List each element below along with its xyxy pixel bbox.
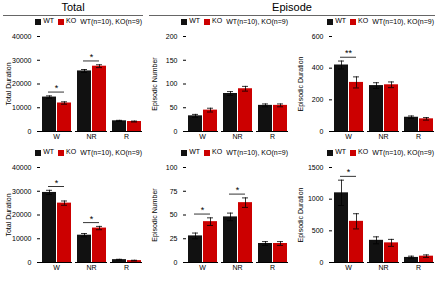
svg-text:0: 0 <box>320 128 324 135</box>
svg-text:W: W <box>53 264 60 271</box>
html-text:WT: WT <box>43 148 54 156</box>
svg-text:*: * <box>90 52 94 62</box>
svg-text:500: 500 <box>312 227 324 234</box>
svg-text:Total Duration: Total Duration <box>5 62 12 105</box>
svg-text:Episodic Duration: Episodic Duration <box>297 56 305 111</box>
svg-text:1500: 1500 <box>308 164 324 171</box>
html-text:WT(n=10), KO(n=9): WT(n=10), KO(n=9) <box>80 17 142 25</box>
html-text:KO: KO <box>358 17 369 25</box>
svg-text:200: 200 <box>166 33 178 40</box>
svg-text:100: 100 <box>166 164 178 171</box>
svg-text:R: R <box>270 133 275 140</box>
html-text:KO: KO <box>212 148 223 156</box>
svg-text:20000: 20000 <box>12 80 32 87</box>
svg-text:*: * <box>90 214 94 224</box>
html-text:WT(n=10), KO(n=9): WT(n=10), KO(n=9) <box>226 148 288 156</box>
html-text:WT: WT <box>335 148 346 156</box>
svg-text:W: W <box>345 133 352 140</box>
svg-text:R: R <box>416 264 421 271</box>
svg-text:W: W <box>53 133 60 140</box>
svg-text:10000: 10000 <box>12 104 32 111</box>
svg-text:R: R <box>124 133 129 140</box>
svg-text:400: 400 <box>312 64 324 71</box>
html-text:WT: WT <box>43 17 54 25</box>
html-text:WT(n=10), KO(n=9): WT(n=10), KO(n=9) <box>226 17 288 25</box>
svg-text:NR: NR <box>232 264 242 271</box>
svg-text:W: W <box>345 264 352 271</box>
svg-text:0: 0 <box>174 259 178 266</box>
svg-text:50: 50 <box>170 211 178 218</box>
html-text:KO: KO <box>212 17 223 25</box>
html-text:KO: KO <box>358 148 369 156</box>
svg-text:NR: NR <box>86 264 96 271</box>
html-text:Episode: Episode <box>272 1 312 13</box>
svg-text:R: R <box>124 264 129 271</box>
html-text:KO: KO <box>66 148 77 156</box>
html-text:WT(n=10), KO(n=9): WT(n=10), KO(n=9) <box>372 148 434 156</box>
svg-text:NR: NR <box>232 133 242 140</box>
svg-text:20000: 20000 <box>12 211 32 218</box>
svg-text:R: R <box>270 264 275 271</box>
svg-text:Episodic Number: Episodic Number <box>151 188 159 242</box>
svg-text:30000: 30000 <box>12 56 32 63</box>
svg-text:*: * <box>201 205 205 215</box>
svg-text:75: 75 <box>170 187 178 194</box>
svg-text:200: 200 <box>312 96 324 103</box>
svg-text:*: * <box>347 167 351 177</box>
svg-text:*: * <box>55 178 59 188</box>
svg-text:**: ** <box>345 48 353 58</box>
svg-text:Total Duration: Total Duration <box>5 193 12 236</box>
svg-text:W: W <box>199 133 206 140</box>
svg-text:150: 150 <box>166 56 178 63</box>
svg-text:100: 100 <box>166 80 178 87</box>
svg-text:40000: 40000 <box>12 33 32 40</box>
svg-text:NR: NR <box>378 133 388 140</box>
svg-text:0: 0 <box>320 259 324 266</box>
svg-text:0: 0 <box>174 128 178 135</box>
svg-text:NR: NR <box>86 133 96 140</box>
html-text:Total: Total <box>61 1 85 13</box>
svg-text:0: 0 <box>28 259 32 266</box>
html-text:WT(n=10), KO(n=9): WT(n=10), KO(n=9) <box>80 148 142 156</box>
svg-text:600: 600 <box>312 33 324 40</box>
svg-text:*: * <box>55 83 59 93</box>
html-text:WT(n=10), KO(n=9): WT(n=10), KO(n=9) <box>372 17 434 25</box>
svg-text:Episodic Duration: Episodic Duration <box>297 187 305 242</box>
svg-text:R: R <box>416 133 421 140</box>
html-text:KO: KO <box>66 17 77 25</box>
html-text:WT: WT <box>335 17 346 25</box>
svg-text:10000: 10000 <box>12 235 32 242</box>
html-text:WT: WT <box>189 148 200 156</box>
svg-text:25: 25 <box>170 235 178 242</box>
svg-text:30000: 30000 <box>12 187 32 194</box>
html-text:WT: WT <box>189 17 200 25</box>
svg-text:1000: 1000 <box>308 195 324 202</box>
svg-text:0: 0 <box>28 128 32 135</box>
svg-text:50: 50 <box>170 104 178 111</box>
svg-text:40000: 40000 <box>12 164 32 171</box>
svg-text:*: * <box>236 185 240 195</box>
svg-text:Episodic Number: Episodic Number <box>151 57 159 111</box>
svg-text:W: W <box>199 264 206 271</box>
svg-text:NR: NR <box>378 264 388 271</box>
